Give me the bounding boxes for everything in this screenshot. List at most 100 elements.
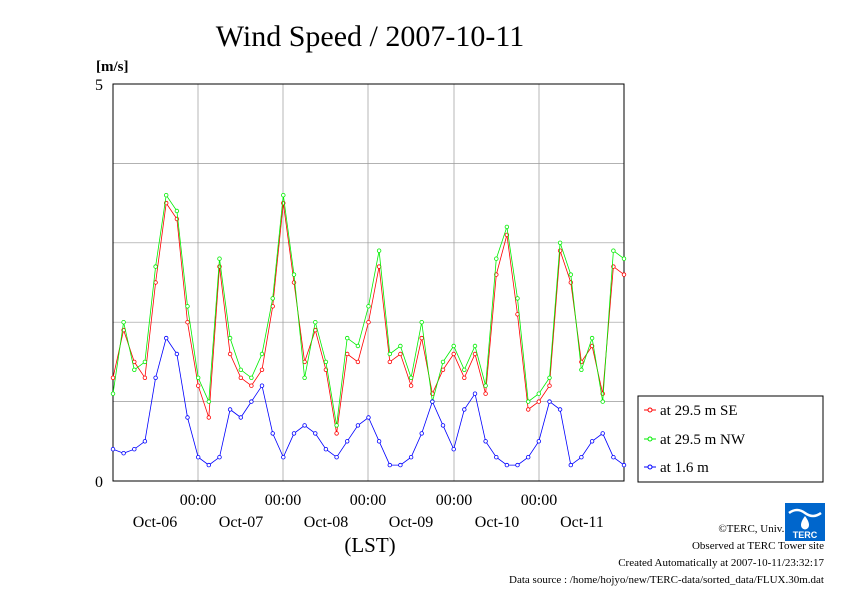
data-point [174, 351, 180, 357]
plot-frame [112, 83, 625, 482]
data-point [132, 367, 137, 372]
data-point [568, 272, 573, 277]
data-point [142, 375, 148, 380]
data-point [355, 359, 361, 365]
data-point [185, 304, 190, 309]
data-point [430, 399, 435, 404]
data-point [451, 447, 456, 452]
data-point [302, 375, 307, 380]
x-axis-label: (LST) [344, 533, 395, 557]
data-point [227, 407, 233, 412]
data-point [419, 320, 424, 325]
data-point [547, 399, 552, 404]
data-point [419, 431, 424, 436]
data-point [291, 431, 297, 436]
logo-drop-icon [801, 516, 809, 530]
x-tick-time-label: 00:00 [350, 492, 386, 509]
x-tick-day-label: Oct-10 [475, 514, 519, 531]
data-point [462, 407, 467, 412]
data-point [366, 304, 371, 309]
grid-lines [113, 84, 624, 481]
data-point [259, 367, 265, 372]
data-point [440, 423, 446, 428]
data-point [408, 383, 414, 388]
data-point [387, 359, 392, 365]
data-point [398, 343, 403, 349]
data-point [568, 462, 573, 468]
data-point [376, 248, 382, 253]
created-text: Created Automatically at 2007-10-11/23:3… [618, 557, 824, 569]
data-point [611, 248, 616, 253]
data-point [345, 351, 350, 357]
data-point [483, 391, 488, 396]
data-point [281, 455, 286, 460]
data-point [589, 439, 595, 444]
legend-marker-nw [647, 436, 653, 442]
data-point [313, 320, 318, 325]
data-point [515, 462, 520, 468]
data-point [387, 462, 392, 468]
data-point [206, 399, 211, 404]
data-point [249, 399, 254, 404]
y-tick-label-max: 5 [95, 77, 103, 94]
x-tick-day-label: Oct-11 [560, 514, 604, 531]
data-point [195, 375, 201, 380]
data-point [281, 192, 286, 198]
x-tick-time-label: 00:00 [265, 492, 301, 509]
data-point [462, 367, 467, 372]
data-point [611, 455, 616, 460]
data-point [472, 343, 478, 349]
series-layer [110, 192, 627, 468]
data-point [419, 335, 424, 341]
data-point [398, 351, 403, 357]
x-tick-day-label: Oct-06 [133, 514, 177, 531]
y-axis-unit-label: [m/s] [96, 59, 129, 75]
data-point [483, 439, 488, 444]
data-point [557, 248, 563, 253]
legend-marker-se [647, 407, 653, 413]
data-point [536, 391, 541, 396]
data-point [259, 383, 265, 388]
data-point [440, 367, 446, 372]
data-point [132, 447, 137, 452]
data-point [110, 391, 116, 396]
data-point [206, 415, 211, 420]
data-point [494, 455, 499, 460]
x-tick-day-label: Oct-07 [219, 514, 263, 531]
data-point [142, 439, 148, 444]
data-point [227, 351, 233, 357]
data-point [355, 343, 361, 349]
data-point [451, 343, 456, 349]
data-point [142, 359, 148, 365]
data-point [185, 415, 190, 420]
data-point [217, 455, 222, 460]
x-tick-time-label: 00:00 [180, 492, 216, 509]
data-point [600, 399, 605, 404]
data-source-text: Data source : /home/hojyo/new/TERC-data/… [509, 574, 824, 586]
data-point [526, 399, 531, 404]
data-point [440, 359, 446, 365]
data-point [174, 208, 180, 214]
data-point [163, 192, 169, 198]
data-point [217, 256, 222, 261]
data-point [270, 296, 275, 301]
data-point [472, 391, 478, 396]
data-point [345, 439, 350, 444]
data-point [408, 375, 414, 380]
data-point [345, 335, 350, 341]
data-point [515, 296, 520, 301]
data-point [110, 447, 116, 452]
data-point [163, 335, 169, 341]
data-point [110, 375, 116, 380]
data-point [494, 256, 499, 261]
legend: at 29.5 m SE at 29.5 m NW at 1.6 m [637, 395, 824, 483]
y-tick-label-min: 0 [95, 474, 103, 491]
data-point [557, 240, 563, 245]
data-point [472, 351, 478, 357]
data-point [249, 375, 254, 380]
data-point [462, 375, 467, 380]
data-point [408, 455, 414, 460]
data-point [291, 272, 297, 277]
data-point [387, 351, 392, 357]
